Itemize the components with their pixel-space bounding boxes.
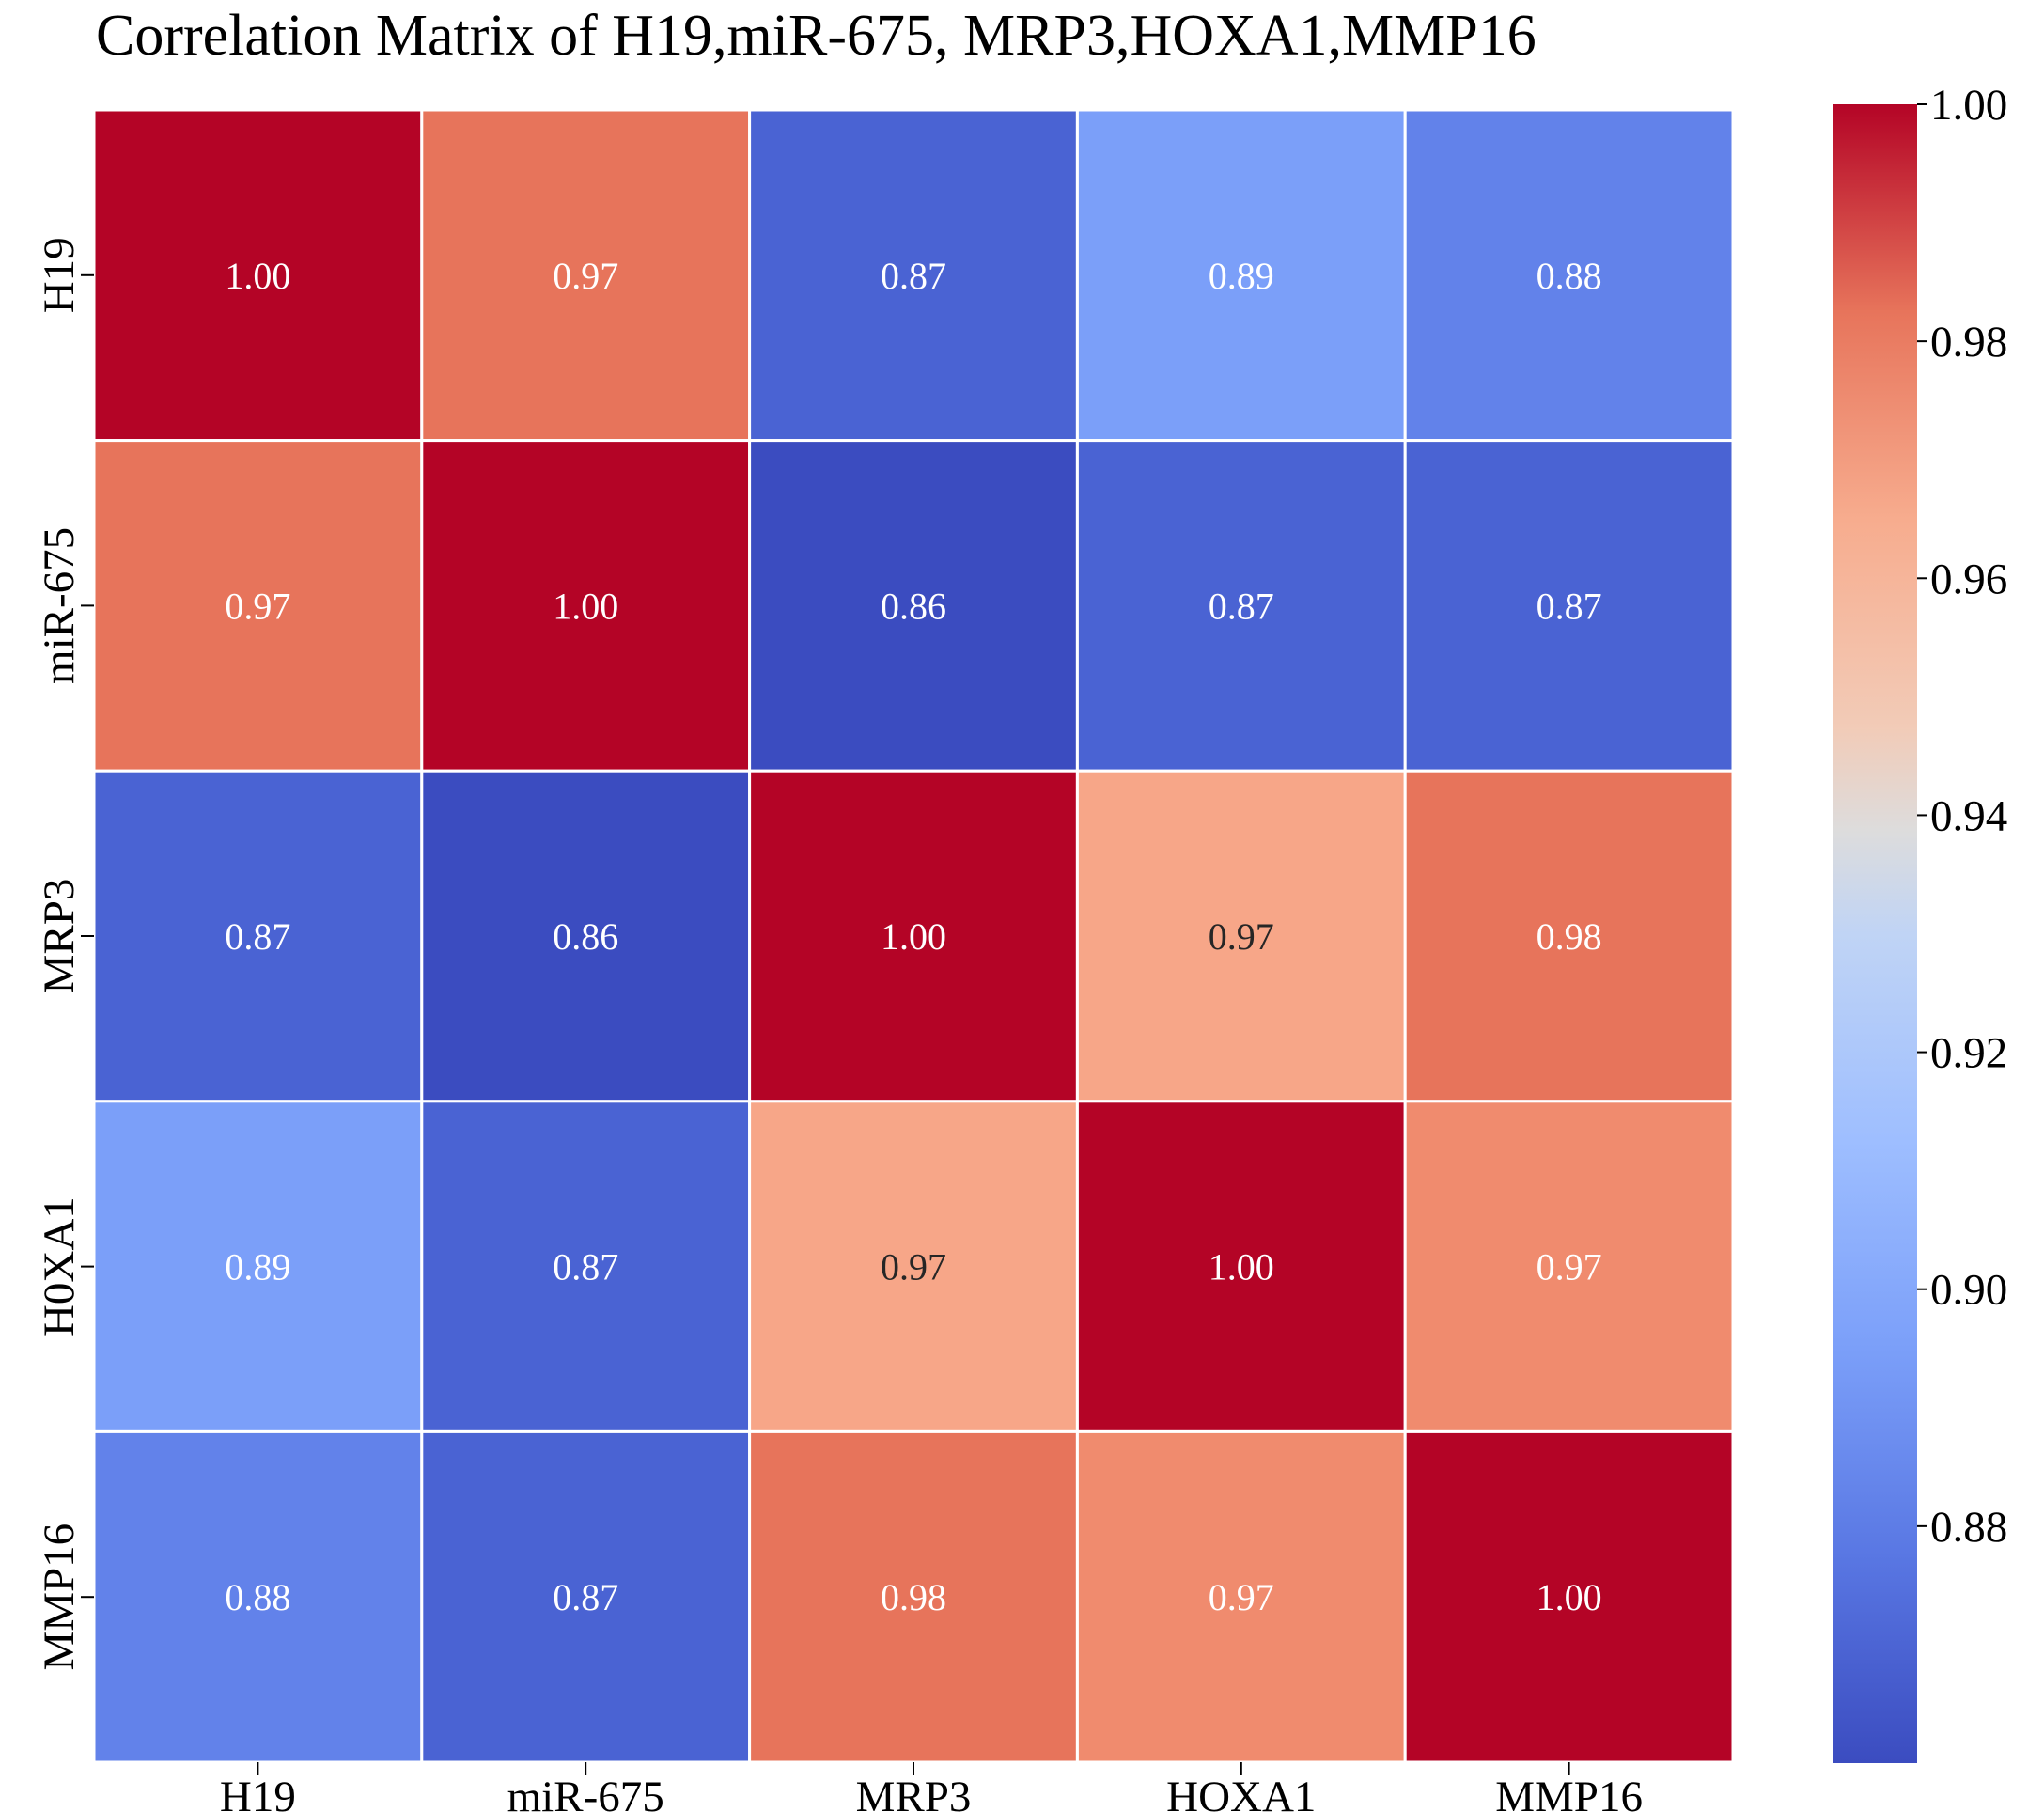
colorbar: 0.88 0.90 0.92 0.94 0.96 0.98 1.00 [1833,81,2007,1763]
x-tick-label: H19 [220,1773,296,1812]
cell-value-label-4-5: 0.97 [1537,1246,1602,1289]
heatmap-cell-1-4 [1075,108,1407,443]
heatmap-cell-5-2 [420,1429,752,1764]
x-tick-label: HOXA1 [1166,1773,1316,1812]
cell-value-label-5-4: 0.97 [1209,1576,1274,1618]
cell-value-label-2-5: 0.87 [1537,585,1602,627]
heatmap-cell-2-3 [748,439,1079,773]
x-tick-label: MMP16 [1495,1773,1643,1812]
colorbar-tick-label: 0.98 [1930,318,2007,367]
cell-value-label-4-1: 0.89 [225,1246,290,1289]
heatmap-cell-5-3 [748,1429,1079,1764]
y-tick-label: H19 [35,237,84,313]
cell-value-label-1-2: 0.97 [553,255,618,297]
cell-value-label-3-1: 0.87 [225,915,290,958]
colorbar-tick-label: 0.88 [1930,1503,2007,1552]
heatmap-cell-2-1 [92,439,424,773]
cell-value-label-2-2: 1.00 [553,585,618,627]
colorbar-tick-label: 0.94 [1930,791,2007,840]
cell-value-label-4-4: 1.00 [1209,1246,1274,1289]
y-axis: H19 miR-675 MRP3 H0XA1 MMP16 [35,237,94,1671]
cell-value-label-1-4: 0.89 [1209,255,1274,297]
y-tick-label: H0XA1 [35,1196,84,1336]
x-axis: H19 miR-675 MRP3 HOXA1 MMP16 [220,1762,1643,1812]
heatmap-cell-4-4 [1075,1100,1407,1433]
heatmap-cell-3-4 [1075,769,1407,1103]
cell-value-label-3-5: 0.98 [1537,915,1602,958]
x-tick-label: MRP3 [856,1773,972,1812]
heatmap-cell-labels: 1.00 0.97 0.87 0.89 0.88 0.97 1.00 0.86 0.87 0.87… [225,255,1601,1618]
colorbar-tick-label: 0.96 [1930,555,2007,603]
heatmap-cell-3-3 [748,769,1079,1103]
colorbar-tick-label: 1.00 [1930,81,2007,130]
heatmap-cell-2-5 [1403,439,1735,773]
x-tick-label: miR-675 [507,1773,664,1812]
cell-value-label-3-2: 0.86 [553,915,618,958]
y-tick-label: MRP3 [35,879,84,994]
cell-value-label-5-2: 0.87 [553,1576,618,1618]
heatmap-cell-4-5 [1403,1100,1735,1433]
cell-value-label-3-3: 1.00 [881,915,946,958]
heatmap-cell-1-1 [92,108,424,443]
heatmap-cell-3-5 [1403,769,1735,1103]
heatmap-cell-1-2 [420,108,752,443]
cell-value-label-5-5: 1.00 [1537,1576,1602,1618]
colorbar-gradient [1833,104,1917,1763]
heatmap-cell-4-2 [420,1100,752,1433]
cell-value-label-3-4: 0.97 [1209,915,1274,958]
heatmap-cells [92,108,1735,1764]
heatmap-cell-5-1 [92,1429,424,1764]
chart-title: Correlation Matrix of H19,miR-675, MRP3,… [96,4,1537,68]
cell-value-label-5-1: 0.88 [225,1576,290,1618]
cell-value-label-1-5: 0.88 [1537,255,1602,297]
cell-value-label-2-3: 0.86 [881,585,946,627]
cell-value-label-5-3: 0.98 [881,1576,946,1618]
cell-value-label-2-1: 0.97 [225,585,290,627]
cell-value-label-1-3: 0.87 [881,255,946,297]
heatmap-cell-1-3 [748,108,1079,443]
heatmap-cell-1-5 [1403,108,1735,443]
y-tick-label: miR-675 [35,527,84,684]
cell-value-label-2-4: 0.87 [1209,585,1274,627]
cell-value-label-4-2: 0.87 [553,1246,618,1289]
colorbar-tick-label: 0.90 [1930,1266,2007,1315]
cell-value-label-1-1: 1.00 [225,255,290,297]
heatmap-cell-5-5 [1403,1429,1735,1764]
y-tick-label: MMP16 [35,1523,84,1671]
heatmap-cell-4-3 [748,1100,1079,1433]
heatmap-cell-3-2 [420,769,752,1103]
colorbar-tick-label: 0.92 [1930,1029,2007,1078]
cell-value-label-4-3: 0.97 [881,1246,946,1289]
